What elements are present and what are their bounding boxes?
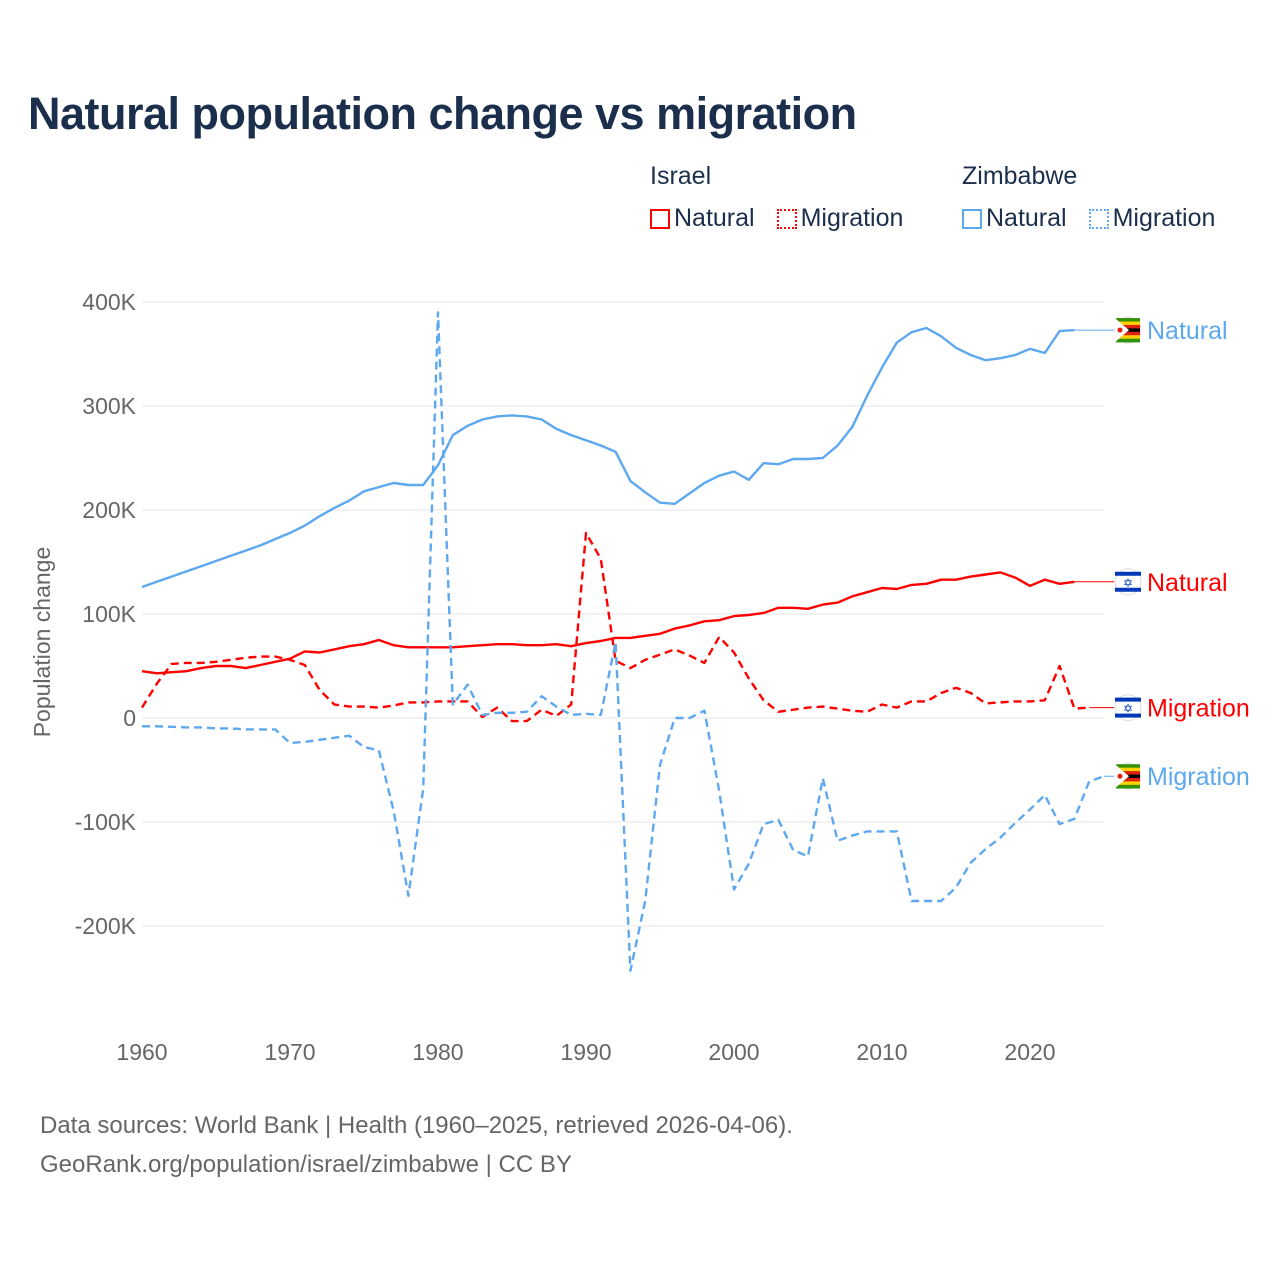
- israel-flag-icon: ✡: [1114, 694, 1142, 722]
- legend-label: Migration: [800, 204, 904, 232]
- end-label-zimbabwe-migration: Migration: [1147, 763, 1250, 791]
- x-tick-label: 1970: [264, 1039, 315, 1065]
- end-label-israel-natural: Natural: [1147, 569, 1228, 597]
- series-line-israel-natural: [141, 571, 1075, 675]
- legend-label: Natural: [986, 204, 1067, 232]
- y-tick-label: 200K: [82, 497, 136, 523]
- legend-item-zimbabwe-natural[interactable]: Natural: [962, 204, 1067, 233]
- flag-stripe: [1116, 331, 1140, 336]
- footer-sources: Data sources: World Bank | Health (1960–…: [40, 1112, 793, 1139]
- legend-group-israel: Israel: [650, 162, 712, 190]
- footer-link[interactable]: GeoRank.org/population/israel/zimbabwe |…: [40, 1151, 572, 1178]
- y-axis-label: Population change: [29, 547, 55, 738]
- flag-stripe: [1116, 321, 1140, 326]
- x-tick-label: 2010: [856, 1039, 907, 1065]
- flag-stripe: [1115, 587, 1141, 592]
- legend-label: Migration: [1112, 204, 1216, 232]
- y-tick-label: 400K: [82, 289, 136, 315]
- y-tick-label: 0: [123, 705, 136, 731]
- flag-star: [1117, 773, 1123, 779]
- star-of-david-icon: ✡: [1123, 576, 1133, 590]
- flag-stripe: [1116, 784, 1140, 789]
- flag-stripe: [1116, 767, 1140, 772]
- end-label-zimbabwe-natural: Natural: [1147, 317, 1228, 345]
- chart-title: Natural population change vs migration: [28, 88, 857, 139]
- flag-star: [1117, 327, 1123, 333]
- flag-stripe: [1116, 338, 1140, 343]
- legend-swatch-solid-icon: [962, 208, 982, 229]
- legend-swatch-solid-icon: [650, 208, 670, 229]
- y-tick-label: -200K: [75, 913, 137, 939]
- legend-group-zimbabwe: Zimbabwe: [962, 162, 1078, 190]
- flag-stripe: [1116, 781, 1140, 786]
- flag-stripe: [1116, 764, 1140, 768]
- series-line-israel-migration: [140, 531, 1090, 723]
- flag-stripe: [1116, 324, 1140, 329]
- series-line-zimbabwe-migration: [142, 311, 1105, 972]
- zimbabwe-flag-icon: [1114, 316, 1142, 344]
- x-tick-label: 2020: [1004, 1039, 1055, 1065]
- star-of-david-icon: ✡: [1123, 702, 1133, 716]
- series-line-zimbabwe-natural: [141, 326, 1075, 589]
- legend-item-israel-migration[interactable]: Migration: [776, 204, 904, 233]
- flag-stripe: [1115, 571, 1141, 576]
- zimbabwe-flag-icon: [1114, 762, 1142, 790]
- x-tick-label: 1960: [116, 1039, 167, 1065]
- flag-stripe: [1115, 697, 1141, 702]
- footer: Data sources: World Bank | Health (1960–…: [40, 1106, 793, 1184]
- y-tick-label: 100K: [82, 601, 136, 627]
- x-tick-label: 1990: [560, 1039, 611, 1065]
- legend-item-israel-natural[interactable]: Natural: [650, 204, 755, 233]
- flag-stripe: [1116, 771, 1140, 775]
- y-tick-label: -100K: [75, 809, 137, 835]
- flag-stripe: [1115, 713, 1141, 718]
- legend-israel-items: Natural Migration: [650, 204, 917, 233]
- israel-flag-icon: ✡: [1114, 568, 1142, 596]
- legend-swatch-dotted-icon: [776, 208, 797, 229]
- legend-label: Natural: [674, 204, 755, 232]
- legend-swatch-dotted-icon: [1088, 208, 1109, 229]
- legend-item-zimbabwe-migration[interactable]: Migration: [1088, 204, 1216, 233]
- flag-stripe: [1116, 318, 1140, 322]
- x-tick-label: 1980: [412, 1039, 463, 1065]
- legend-zimbabwe-items: Natural Migration: [962, 204, 1229, 233]
- x-tick-label: 2000: [708, 1039, 759, 1065]
- end-label-israel-migration: Migration: [1147, 695, 1250, 723]
- flag-stripe: [1116, 777, 1140, 782]
- flag-stripe: [1116, 335, 1140, 339]
- y-tick-label: 300K: [82, 393, 136, 419]
